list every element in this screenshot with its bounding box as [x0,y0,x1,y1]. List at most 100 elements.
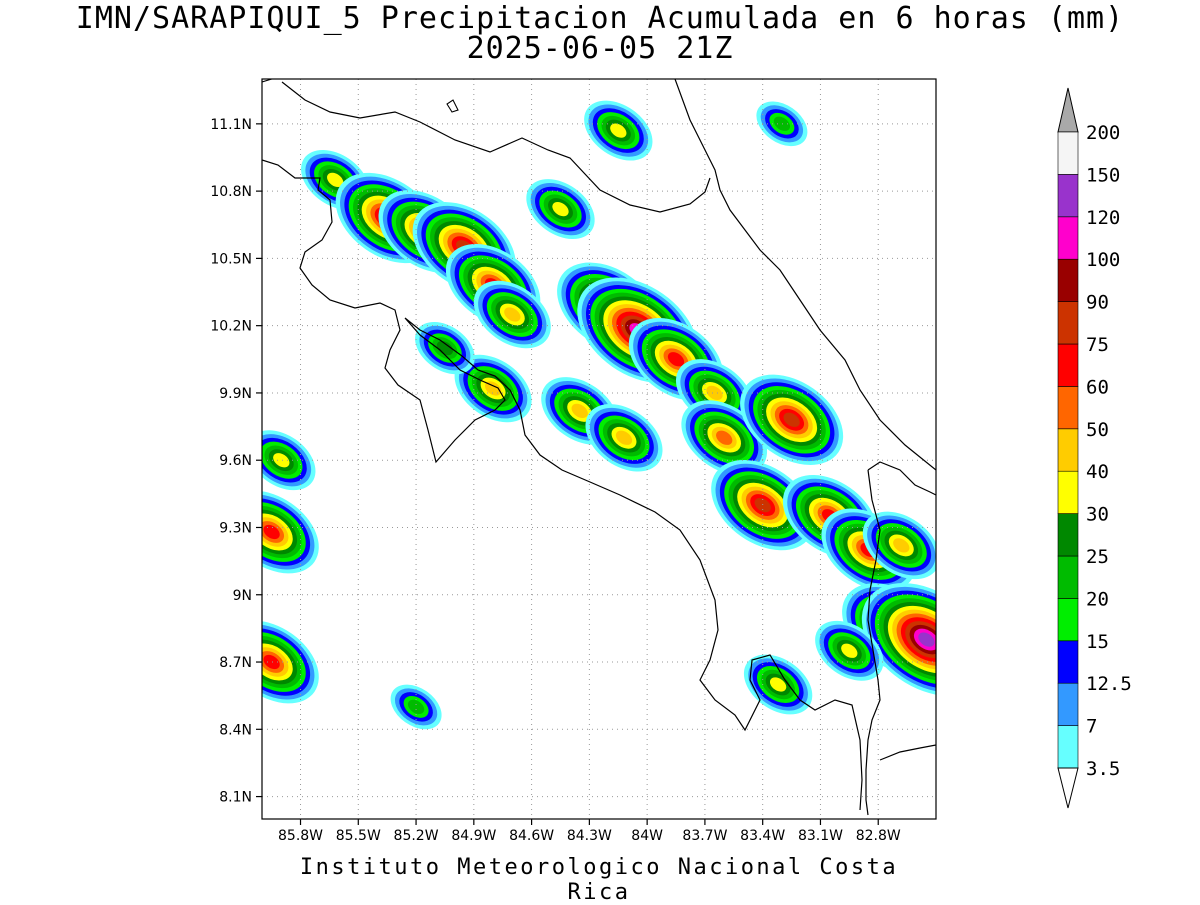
latitude-tick-label: 8.4N [219,722,252,738]
latitude-tick-label: 10.8N [210,184,252,200]
colorbar-label: 60 [1086,376,1109,398]
colorbar-label: 20 [1086,588,1109,610]
colorbar-band [1057,470,1079,514]
precipitation-colorbar: 3.5 7 12.5 15 20 25 30 40 50 60 75 90 100 120 150 200 [1057,87,1132,809]
colorbar-label: 120 [1086,207,1120,229]
precip-cell [454,354,532,423]
precip-contour-level [263,654,280,670]
precip-contour-level [273,453,290,468]
precip-cell [711,459,815,551]
colorbar-label: 200 [1086,122,1120,144]
longitude-tick-label: 83.4W [740,828,785,844]
lat-lon-gridlines [262,79,936,819]
longitude-tick-label: 85.2W [394,828,439,844]
precip-contour-level [571,403,588,419]
colorbar-label: 7 [1086,716,1097,738]
precip-cell [756,101,808,147]
precip-contour-level [716,430,733,445]
longitude-axis: 85.8W 85.5W 85.2W 84.9W 84.6W 84.3W 84W 83.7W 83… [278,819,901,844]
precip-contour-level [504,307,521,322]
colorbar-band [1057,640,1079,684]
precip-cell [862,511,936,580]
colorbar-upper-arrow [1057,87,1079,133]
precip-contour-level [706,385,723,401]
latitude-tick-label: 9N [233,588,252,604]
latitude-tick-label: 9.6N [219,453,252,469]
precip-cell [585,404,663,472]
colorbar-label: 75 [1086,334,1109,356]
precip-cell [584,100,653,161]
precip-contour-level [918,632,935,647]
precip-contour-level [484,381,502,396]
colorbar-label: 90 [1086,292,1109,314]
precip-contour-level [667,352,685,367]
longitude-tick-label: 85.5W [336,828,381,844]
precip-cell [262,430,316,491]
longitude-tick-label: 84.3W [567,828,612,844]
longitude-tick-label: 84W [631,828,663,844]
precip-cell [262,620,319,704]
colorbar-lower-arrow [1057,767,1079,809]
longitude-tick-label: 83.7W [682,828,727,844]
coastlines-and-borders [262,79,936,816]
precip-contour-level [407,699,425,715]
colorbar-label: 150 [1086,164,1120,186]
longitude-tick-label: 85.8W [278,828,323,844]
precip-cell [262,490,319,574]
colorbar-band [1057,555,1079,599]
colorbar-label: 100 [1086,249,1120,271]
precip-cell [390,684,442,730]
precip-contour-level [841,643,858,658]
institution-credit: Instituto Meteorologico Nacional Costa R… [299,855,899,905]
colorbar-label: 50 [1086,419,1109,441]
colorbar-label: 40 [1086,461,1109,483]
colorbar-label: 15 [1086,631,1109,653]
colorbar-band [1057,216,1079,260]
colorbar-label: 12.5 [1086,673,1132,695]
colorbar-band [1057,682,1079,726]
colorbar-label: 30 [1086,504,1109,526]
latitude-tick-label: 9.3N [219,520,252,536]
latitude-axis: 11.1N 10.8N 10.5N 10.2N 9.9N 9.6N 9.3N 9N 8.7N 8.… [210,117,262,806]
longitude-tick-label: 84.9W [451,828,496,844]
latitude-tick-label: 11.1N [210,117,252,133]
precip-contour-level [769,677,787,692]
map-frame [261,78,937,820]
colorbar-band [1057,386,1079,430]
precip-cell [526,179,595,240]
map-valid-time: 2025-06-05 21Z [466,31,734,66]
precip-contour-level [615,430,633,445]
precip-cell [861,583,936,697]
precip-contour-level [263,524,280,540]
colorbar-label: 25 [1086,546,1109,568]
colorbar-band [1057,513,1079,557]
precip-cell [740,374,844,465]
latitude-tick-label: 9.9N [219,386,252,402]
precip-cell [473,280,551,349]
precip-contour-level [552,201,569,217]
longitude-tick-label: 84.6W [509,828,554,844]
colorbar-band [1057,428,1079,472]
colorbar-band [1057,343,1079,387]
latitude-tick-label: 8.1N [219,790,252,806]
colorbar-band [1057,301,1079,345]
precip-contour-level [754,497,771,513]
latitude-tick-label: 10.2N [210,319,252,335]
map-title: IMN/SARAPIQUI_5 Precipitacion Acumulada … [75,1,1125,36]
latitude-tick-label: 10.5N [210,251,252,267]
colorbar-band [1057,258,1079,302]
precip-contour-level [773,116,791,131]
colorbar-band [1057,174,1079,218]
longitude-tick-label: 82.8W [856,828,901,844]
precip-contour-level [327,172,344,188]
latitude-tick-label: 8.7N [219,655,252,671]
colorbar-band [1057,131,1079,175]
precip-contour-level [893,538,910,553]
colorbar-band [1057,725,1079,769]
precip-contour-level [783,412,800,427]
longitude-tick-label: 83.1W [798,828,843,844]
colorbar-band [1057,598,1079,642]
colorbar-label: 3.5 [1086,758,1120,780]
precip-contour-level [610,123,627,138]
